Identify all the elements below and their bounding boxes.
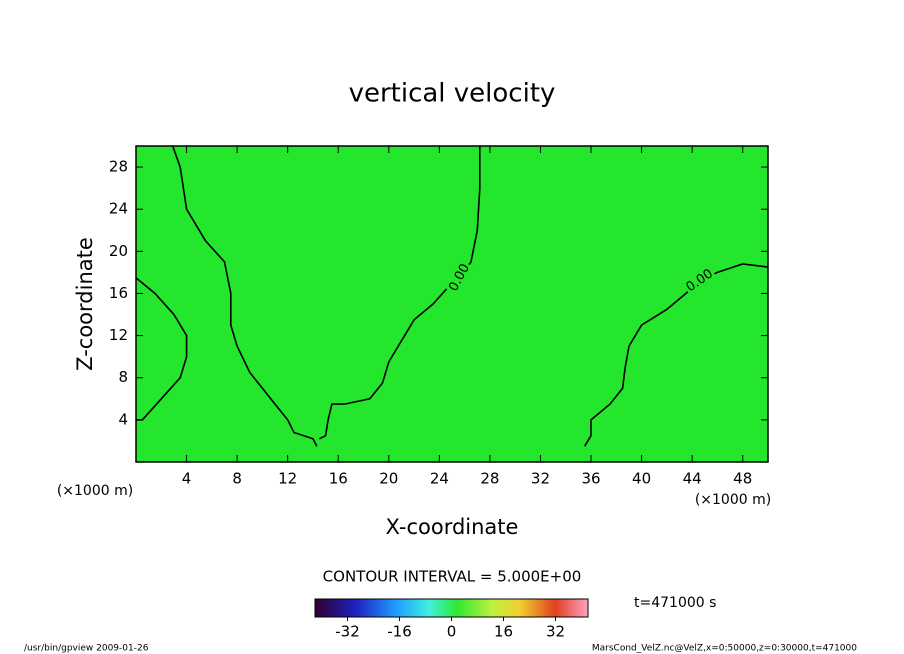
x-tick-label: 16 xyxy=(329,470,348,488)
contour-line xyxy=(584,263,769,447)
x-tick-label: 12 xyxy=(278,470,297,488)
x-tick-label: 20 xyxy=(379,470,398,488)
x-tick-label: 48 xyxy=(733,470,752,488)
x-tick-label: 36 xyxy=(581,470,600,488)
contour-line xyxy=(135,277,188,421)
colorbar-tick-label: 16 xyxy=(494,623,513,641)
x-tick-label: 44 xyxy=(683,470,702,488)
x-tick-label: 4 xyxy=(182,470,192,488)
colorbar-tick-label: -16 xyxy=(387,623,412,641)
y-tick-label: 8 xyxy=(118,368,128,386)
y-tick-label: 24 xyxy=(109,200,128,218)
contour-label-bg xyxy=(445,260,474,296)
colorbar-tick-label: -32 xyxy=(335,623,360,641)
colorbar-tick-label: 0 xyxy=(447,623,457,641)
x-tick-label: 24 xyxy=(430,470,449,488)
y-axis-label: Z-coordinate xyxy=(73,237,97,371)
y-tick-label: 28 xyxy=(109,158,128,176)
contour-line xyxy=(318,146,481,440)
chart-title: vertical velocity xyxy=(349,79,556,109)
time-label: t=471000 s xyxy=(634,595,716,611)
x-tick-label: 40 xyxy=(632,470,651,488)
colorbar xyxy=(314,598,589,618)
x-unit: (×1000 m) xyxy=(57,483,133,499)
footer-left: /usr/bin/gpview 2009-01-26 xyxy=(24,644,149,654)
x-tick-label: 32 xyxy=(531,470,550,488)
contour-line xyxy=(171,145,318,447)
x-tick-label: 8 xyxy=(232,470,242,488)
x-unit: (×1000 m) xyxy=(695,492,771,508)
plot-fill xyxy=(136,146,768,462)
x-axis-label: X-coordinate xyxy=(386,515,519,539)
y-tick-label: 20 xyxy=(109,242,128,260)
plot-frame xyxy=(135,145,769,463)
contour-interval: CONTOUR INTERVAL = 5.000E+00 xyxy=(323,568,582,586)
footer-right: MarsCond_VelZ.nc@VelZ,x=0:50000,z=0:3000… xyxy=(592,644,857,654)
y-tick-label: 4 xyxy=(118,410,128,428)
y-tick-label: 12 xyxy=(109,326,128,344)
contour-label-bg xyxy=(682,265,717,296)
x-tick-label: 28 xyxy=(480,470,499,488)
colorbar-tick-label: 32 xyxy=(546,623,565,641)
y-tick-label: 16 xyxy=(109,284,128,302)
